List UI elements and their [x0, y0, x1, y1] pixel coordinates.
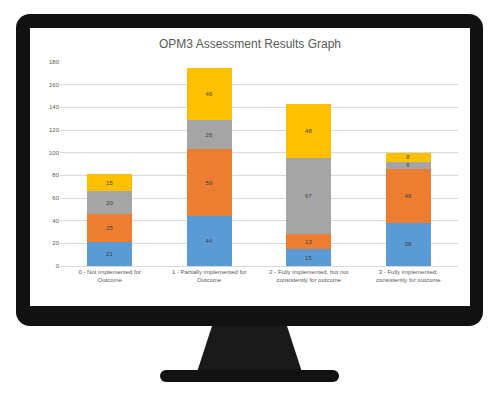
svg-text:67: 67	[305, 193, 312, 199]
svg-text:40: 40	[52, 218, 59, 224]
svg-text:15: 15	[305, 255, 312, 261]
svg-text:38: 38	[405, 241, 412, 247]
svg-text:21: 21	[106, 251, 113, 257]
svg-text:48: 48	[305, 128, 312, 134]
svg-text:180: 180	[49, 59, 60, 65]
svg-text:1 - Partially implemented forO: 1 - Partially implemented forOutcome	[172, 269, 247, 283]
svg-text:8: 8	[406, 154, 410, 160]
svg-text:0: 0	[56, 263, 60, 269]
svg-text:20: 20	[106, 200, 113, 206]
svg-text:3 - Fully implemented;consiste: 3 - Fully implemented;consistently for o…	[376, 269, 441, 283]
svg-text:48: 48	[405, 193, 412, 199]
svg-text:15: 15	[106, 180, 113, 186]
svg-text:100: 100	[49, 150, 60, 156]
svg-text:160: 160	[49, 82, 60, 88]
svg-text:6: 6	[406, 162, 410, 168]
svg-text:13: 13	[305, 239, 312, 245]
svg-text:20: 20	[52, 240, 59, 246]
svg-text:25: 25	[106, 225, 113, 231]
svg-text:0 - Not implemented forOutcome: 0 - Not implemented forOutcome	[78, 269, 141, 283]
svg-text:140: 140	[49, 104, 60, 110]
svg-text:44: 44	[206, 238, 213, 244]
svg-text:26: 26	[206, 132, 213, 138]
svg-text:80: 80	[52, 172, 59, 178]
svg-text:2 - Fully implemented, but not: 2 - Fully implemented, but notconsistent…	[269, 269, 348, 283]
svg-text:46: 46	[206, 91, 213, 97]
svg-text:120: 120	[49, 127, 60, 133]
svg-text:60: 60	[52, 195, 59, 201]
svg-text:59: 59	[206, 180, 213, 186]
svg-text:OPM3 Assessment Results Graph: OPM3 Assessment Results Graph	[159, 37, 341, 51]
